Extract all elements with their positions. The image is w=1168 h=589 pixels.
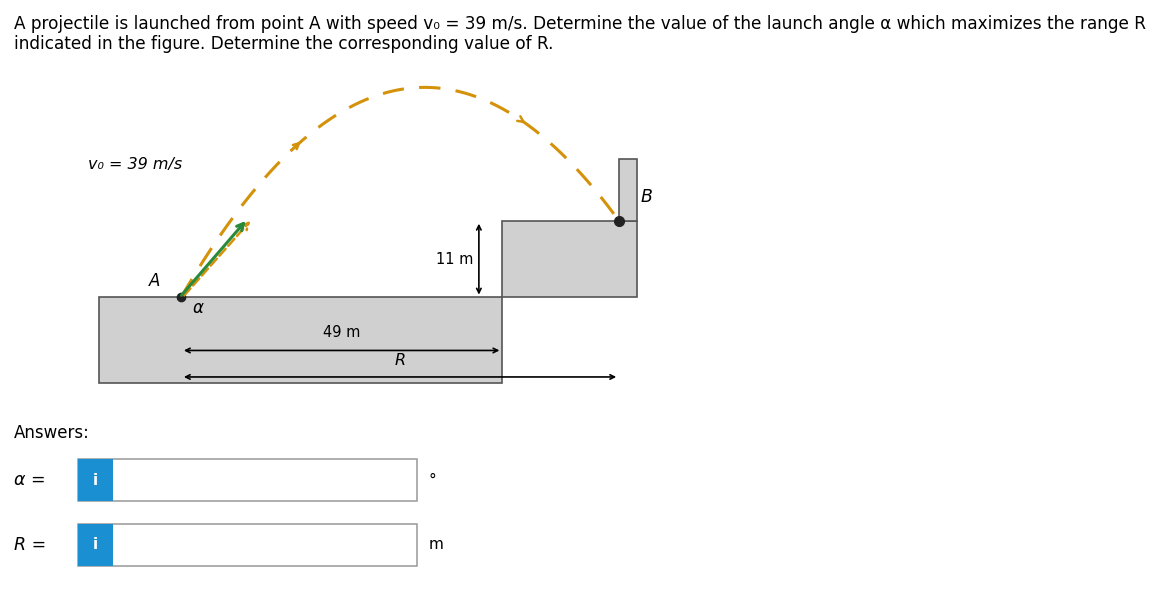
Text: i: i xyxy=(93,472,98,488)
Text: indicated in the figure. Determine the corresponding value of R.: indicated in the figure. Determine the c… xyxy=(14,35,554,54)
FancyBboxPatch shape xyxy=(78,459,417,501)
Text: R: R xyxy=(395,353,405,368)
FancyBboxPatch shape xyxy=(78,524,417,566)
Text: 49 m: 49 m xyxy=(324,325,360,340)
Text: Answers:: Answers: xyxy=(14,424,90,442)
Polygon shape xyxy=(99,297,502,383)
Text: v₀ = 39 m/s: v₀ = 39 m/s xyxy=(88,157,182,173)
Text: α =: α = xyxy=(14,471,46,489)
Text: i: i xyxy=(93,537,98,552)
Text: °: ° xyxy=(429,472,437,488)
Text: A projectile is launched from point A with speed v₀ = 39 m/s. Determine the valu: A projectile is launched from point A wi… xyxy=(14,15,1146,33)
FancyBboxPatch shape xyxy=(78,459,113,501)
Text: 11 m: 11 m xyxy=(436,252,473,267)
Text: R =: R = xyxy=(14,536,47,554)
FancyBboxPatch shape xyxy=(78,524,113,566)
Text: A: A xyxy=(148,272,160,290)
Polygon shape xyxy=(619,159,637,221)
Polygon shape xyxy=(502,221,637,297)
Text: B: B xyxy=(640,188,652,206)
Text: m: m xyxy=(429,537,444,552)
Text: α: α xyxy=(193,299,203,317)
